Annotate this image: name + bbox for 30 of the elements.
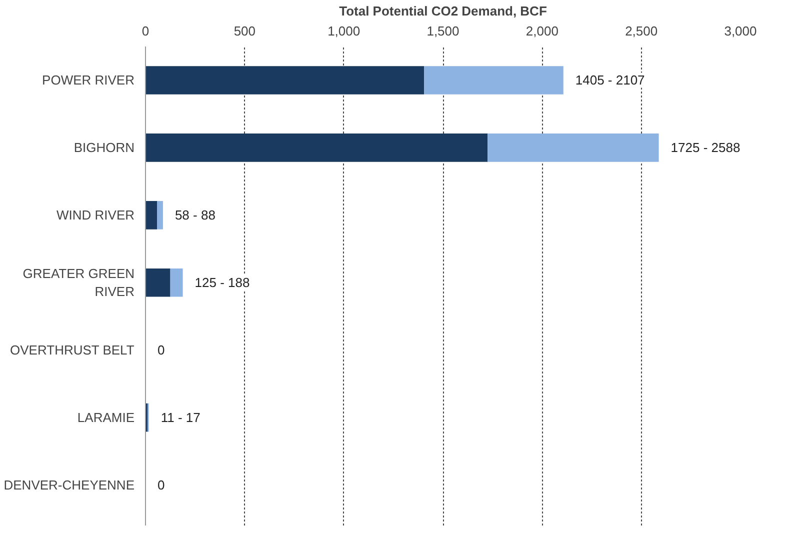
y-tick-label: POWER RIVER [42,72,135,88]
x-tick-label: 0 [142,24,150,38]
y-tick-label: OVERTHRUST BELT [10,342,134,358]
x-tick-label: 2,500 [625,24,658,38]
bar [424,66,564,94]
x-tick-label: 3,000 [724,24,757,38]
bar [146,268,170,297]
x-tick-label: 1,500 [426,24,460,38]
annotation: 1725 - 2588 [670,140,740,156]
bar [170,268,183,297]
y-tick-label: BIGHORN [74,140,134,156]
annotation: 0 [158,478,165,493]
bar [146,66,424,94]
y-tick-label: GREATER GREEN RIVER [22,266,135,300]
y-tick-label: LARAMIE [77,410,135,426]
bar [488,134,659,162]
x-tick-label: 2,000 [526,24,558,38]
annotation: 11 - 17 [160,410,200,426]
bar [157,200,163,230]
annotation: 1405 - 2107 [575,72,645,88]
annotation: 125 - 188 [194,275,250,290]
y-tick-label: DENVER-CHEYENNE [4,478,135,493]
annotation: 58 - 88 [174,208,216,223]
x-tick-label: 500 [234,24,256,38]
bar [146,134,488,162]
x-tick-label: 1,000 [328,24,360,38]
annotation: 0 [158,342,165,358]
y-tick-label: WIND RIVER [56,208,134,223]
x-axis-title: Total Potential CO2 Demand, BCF [339,4,547,18]
bar [146,200,158,230]
